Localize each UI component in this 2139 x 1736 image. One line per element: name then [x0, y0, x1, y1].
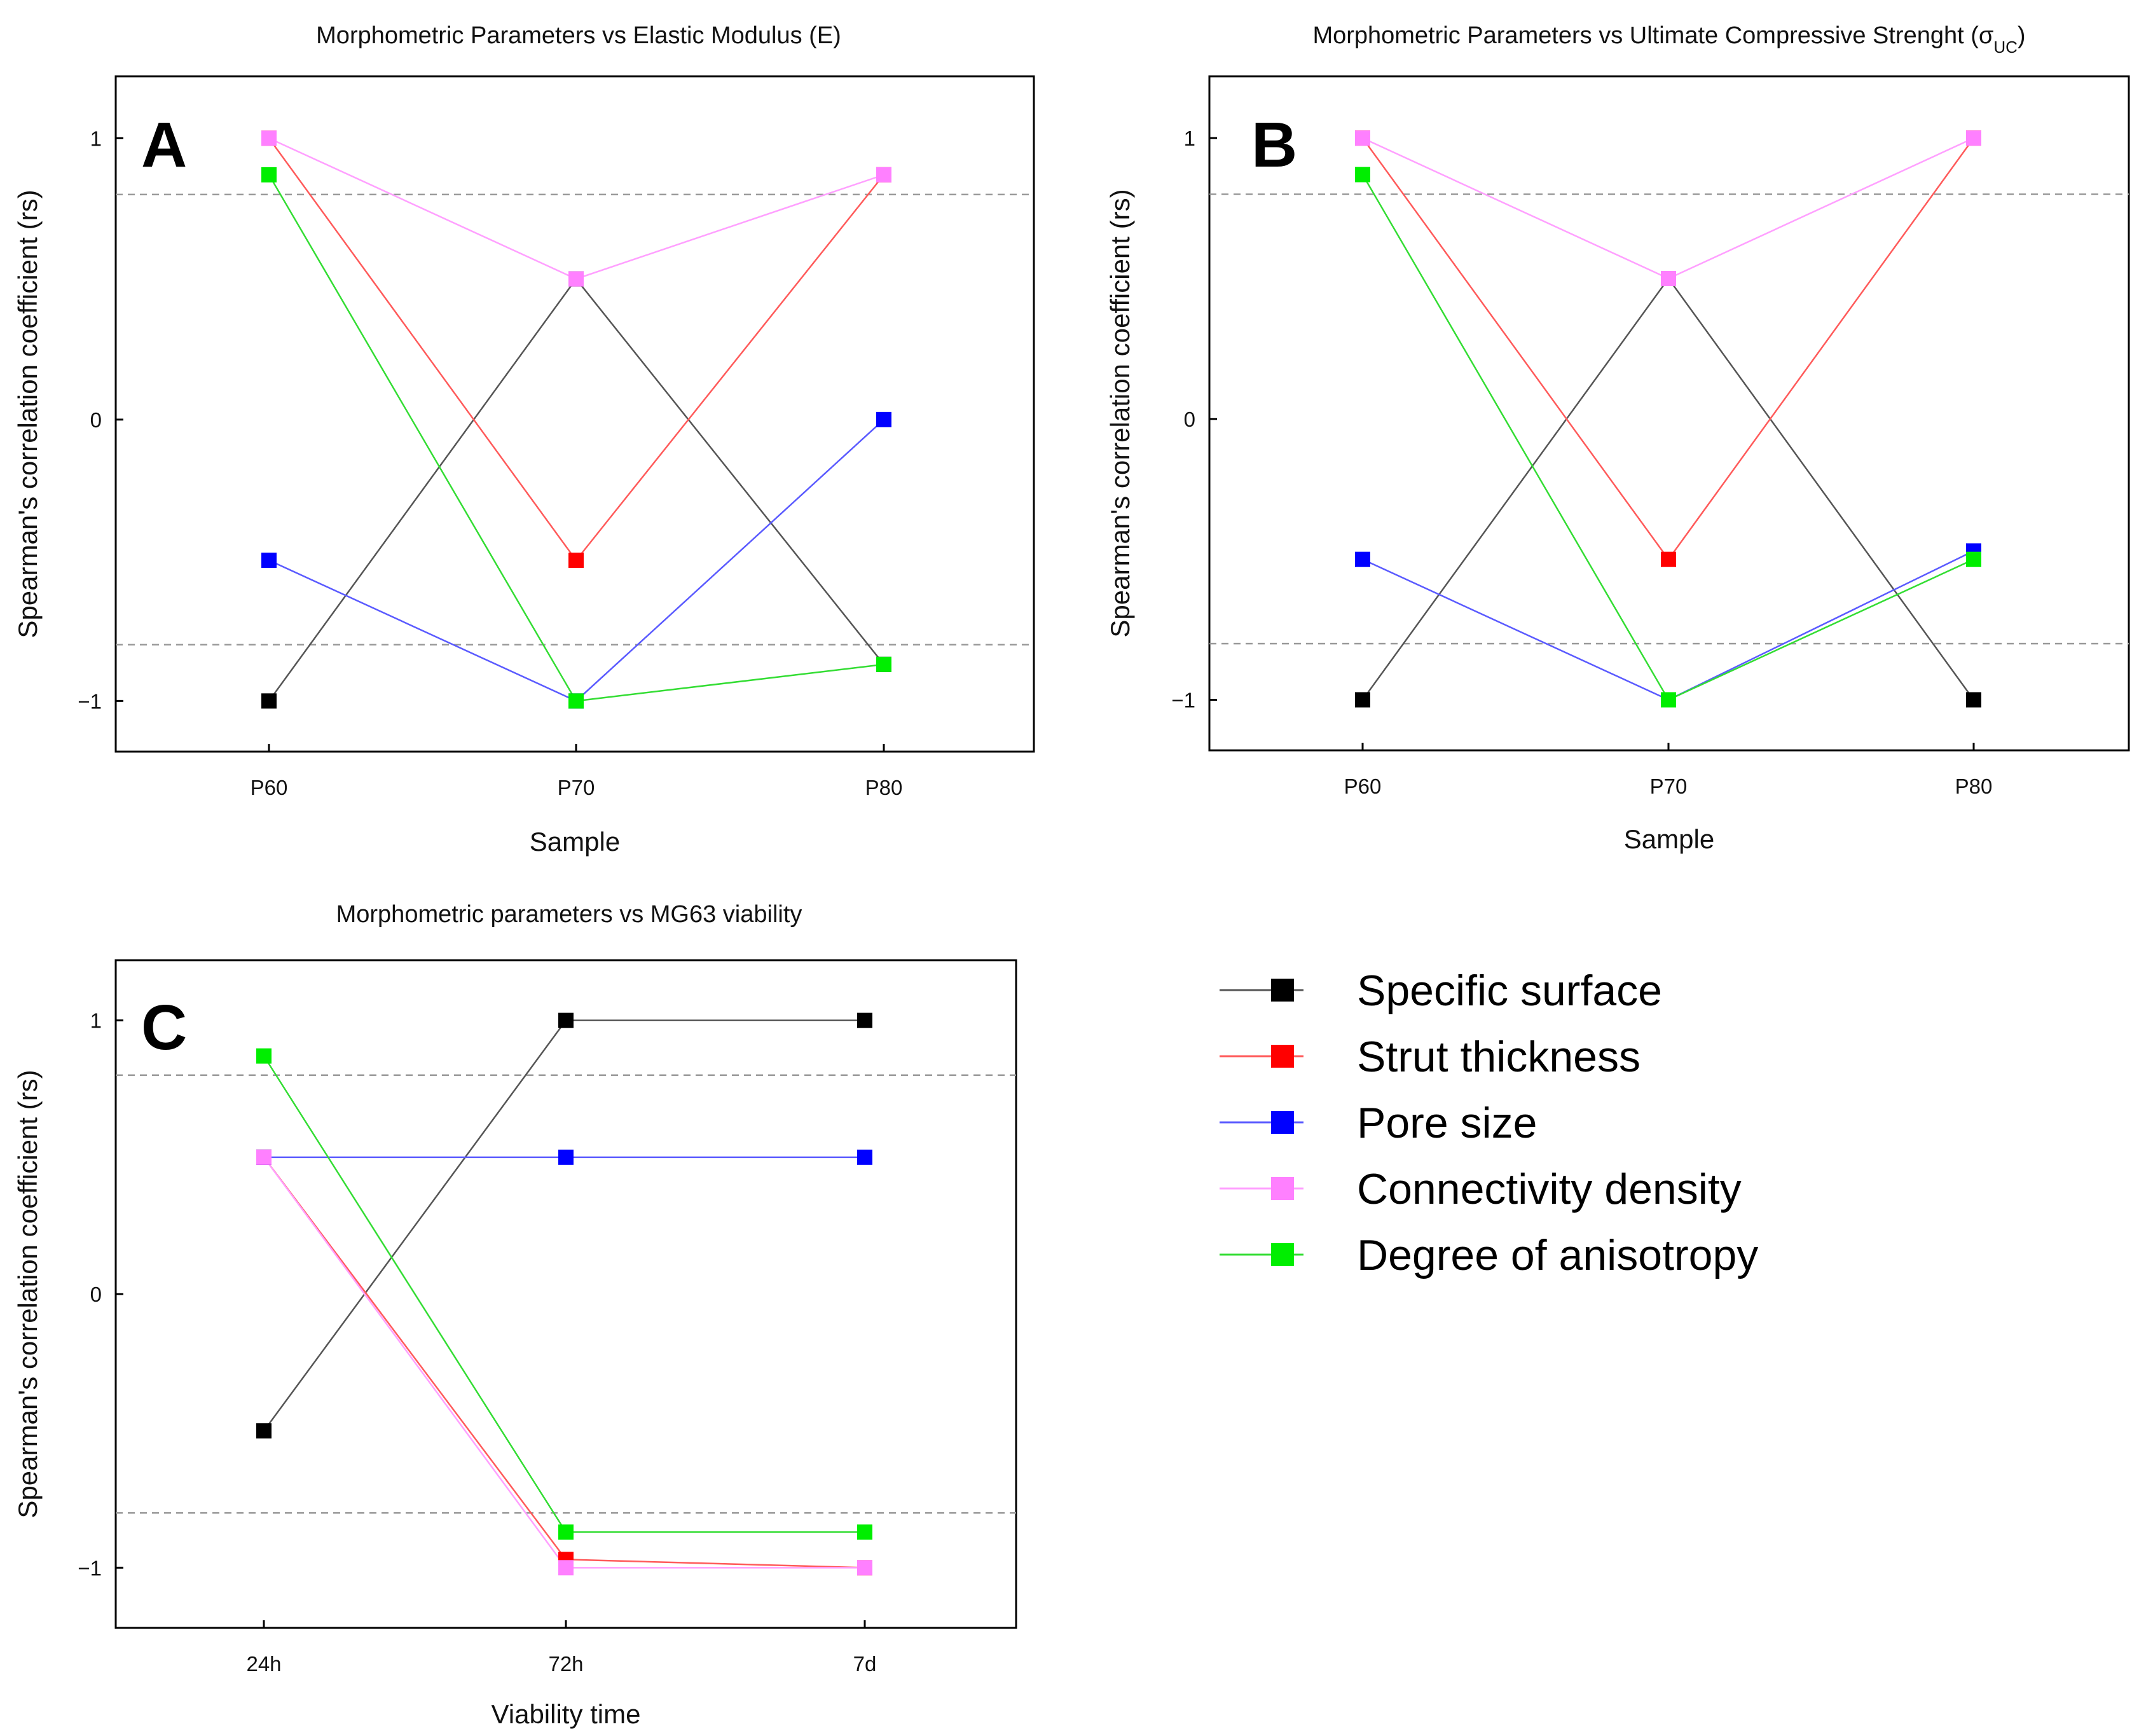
series-line-3 — [263, 1157, 865, 1569]
chart-title: Morphometric parameters vs MG63 viabilit… — [336, 901, 802, 928]
x-axis-label: Sample — [1624, 824, 1714, 854]
chart-title-main: Morphometric Parameters vs Elastic Modul… — [316, 22, 841, 49]
data-point — [558, 1560, 574, 1576]
data-point — [1966, 551, 1981, 567]
series-line-1 — [263, 1157, 865, 1569]
chart-title: Morphometric Parameters vs Elastic Modul… — [316, 22, 841, 49]
y-tick-label: 0 — [90, 408, 102, 432]
x-tick-label: P70 — [1650, 775, 1688, 798]
y-axis-label: Spearman's correlation coefficient (rs) — [13, 1070, 43, 1518]
y-tick-label: −1 — [78, 1556, 102, 1580]
chart-panel-c: Morphometric parameters vs MG63 viabilit… — [13, 901, 1017, 1729]
series-line-1 — [268, 137, 884, 562]
legend-marker — [1271, 1177, 1294, 1200]
series-line-0 — [263, 1019, 865, 1431]
series-line-3 — [268, 137, 884, 280]
legend-label: Specific surface — [1357, 967, 1662, 1015]
data-point — [256, 1149, 272, 1165]
data-point — [261, 130, 277, 146]
data-point — [568, 693, 584, 709]
data-point — [1661, 271, 1676, 286]
data-point — [261, 167, 277, 183]
y-tick-label: 0 — [90, 1283, 102, 1306]
x-tick-label: 7d — [853, 1652, 877, 1676]
data-point — [857, 1524, 872, 1540]
data-point — [568, 271, 584, 287]
data-point — [568, 553, 584, 568]
data-point — [1355, 551, 1370, 567]
series-line-0 — [1361, 277, 1975, 701]
y-tick-label: 0 — [1184, 408, 1195, 431]
data-point — [261, 693, 277, 709]
x-axis-label: Sample — [530, 827, 620, 857]
legend-marker — [1271, 1045, 1294, 1068]
y-tick-label: 1 — [90, 127, 102, 150]
data-point — [876, 656, 891, 672]
legend-marker — [1271, 1243, 1294, 1266]
data-point — [261, 553, 277, 568]
data-point — [558, 1012, 574, 1028]
x-tick-label: P60 — [1344, 775, 1382, 798]
series-line-4 — [1361, 174, 1974, 701]
x-tick-label: P70 — [558, 776, 595, 799]
chart-title-main: Morphometric parameters vs MG63 viabilit… — [336, 901, 802, 928]
x-axis-label: Viability time — [492, 1699, 641, 1729]
data-point — [876, 167, 891, 183]
data-point — [1966, 692, 1981, 708]
y-tick-label: −1 — [1171, 689, 1195, 712]
data-point — [1661, 692, 1676, 708]
data-point — [857, 1149, 872, 1165]
legend-label: Degree of anisotropy — [1357, 1231, 1758, 1279]
y-tick-label: −1 — [78, 689, 102, 713]
panel-letter: A — [141, 109, 187, 181]
chart-title-main: Morphometric Parameters vs Ultimate Comp… — [1312, 22, 1993, 49]
panel-letter: C — [141, 992, 187, 1063]
chart-panel-b: Morphometric Parameters vs Ultimate Comp… — [1105, 22, 2130, 854]
y-axis-label: Spearman's correlation coefficient (rs) — [1105, 189, 1135, 637]
plot-frame — [114, 75, 1035, 753]
x-tick-label: 24h — [246, 1652, 281, 1676]
data-point — [256, 1048, 272, 1064]
x-tick-label: P80 — [1955, 775, 1993, 798]
data-point — [1661, 551, 1676, 567]
chart-title-subscript: UC — [1993, 38, 2018, 57]
legend: Specific surface Strut thickness Pore size… — [1220, 967, 1758, 1279]
data-point — [1966, 130, 1981, 146]
data-point — [857, 1012, 872, 1028]
legend-marker — [1271, 1111, 1294, 1134]
chart-title: Morphometric Parameters vs Ultimate Comp… — [1312, 22, 2025, 57]
data-point — [1355, 692, 1370, 708]
data-point — [1355, 130, 1370, 146]
y-tick-label: 1 — [90, 1009, 102, 1033]
data-point — [857, 1560, 872, 1576]
data-point — [558, 1524, 574, 1540]
y-axis-label: Spearman's correlation coefficient (rs) — [13, 189, 43, 638]
series-line-3 — [1362, 137, 1974, 280]
data-point — [256, 1423, 272, 1439]
legend-marker — [1271, 979, 1294, 1002]
chart-panel-a: Morphometric Parameters vs Elastic Modul… — [13, 22, 1035, 857]
legend-label: Connectivity density — [1357, 1165, 1742, 1213]
series-line-1 — [1361, 137, 1975, 561]
x-tick-label: 72h — [548, 1652, 583, 1676]
legend-label: Strut thickness — [1357, 1033, 1640, 1081]
series-line-0 — [268, 277, 884, 702]
x-tick-label: P60 — [251, 776, 288, 799]
x-tick-label: P80 — [865, 776, 903, 799]
legend-label: Pore size — [1357, 1099, 1537, 1147]
series-line-4 — [263, 1055, 865, 1533]
chart-title-end: ) — [2018, 22, 2026, 49]
data-point — [1355, 167, 1370, 183]
data-point — [558, 1149, 574, 1165]
panel-letter: B — [1251, 109, 1297, 181]
series-line-4 — [268, 174, 884, 702]
plot-frame — [1208, 75, 2130, 752]
y-tick-label: 1 — [1184, 127, 1195, 150]
data-point — [876, 411, 891, 427]
